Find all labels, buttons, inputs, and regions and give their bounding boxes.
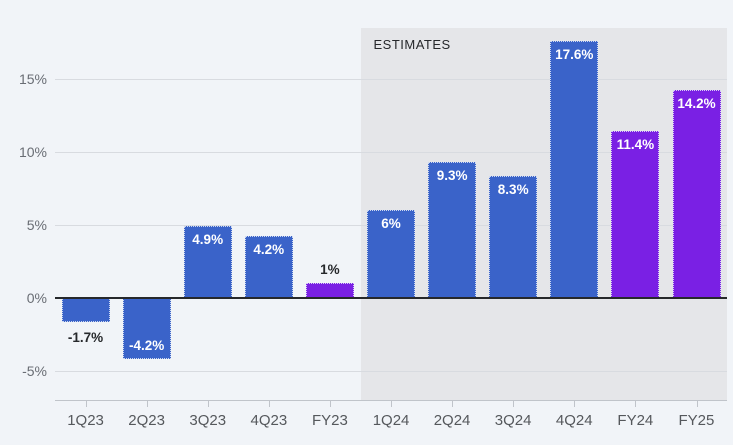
bar-4q24 <box>550 40 599 298</box>
bar-2q23 <box>122 297 171 360</box>
bar-4q23 <box>244 236 293 298</box>
bar-value-label-2q24: 9.3% <box>436 167 468 183</box>
bar-3q23 <box>183 226 232 298</box>
x-axis-tick-fy24 <box>635 400 637 407</box>
x-axis-label-2q23: 2Q23 <box>128 412 165 429</box>
x-axis-label-1q24: 1Q24 <box>372 412 410 429</box>
x-axis-tick-fy25 <box>696 400 698 407</box>
x-axis-tick-2q24 <box>452 400 454 407</box>
x-axis-tick-1q23 <box>85 400 87 407</box>
bar-value-label-3q24: 8.3% <box>497 182 529 198</box>
bar-value-label-fy24: 11.4% <box>616 137 655 153</box>
gridline--5% <box>55 370 727 372</box>
bar-value-label-3q23: 4.9% <box>192 232 224 248</box>
x-axis-tick-4q24 <box>574 400 576 407</box>
bar-value-label-fy23: 1% <box>320 262 340 278</box>
x-axis-label-4q23: 4Q23 <box>250 412 288 429</box>
bar-fy24 <box>611 131 660 298</box>
x-axis-tick-4q23 <box>268 400 270 407</box>
x-axis-label-fy25: FY25 <box>678 412 715 429</box>
x-axis-tick-3q23 <box>207 400 209 407</box>
bar-fy25 <box>672 90 721 298</box>
x-axis-tick-1q24 <box>391 400 392 407</box>
x-axis-label-2q24: 2Q24 <box>433 412 471 429</box>
gridline-15% <box>55 78 727 80</box>
estimates-label: ESTIMATES <box>373 37 451 52</box>
x-axis-label-3q23: 3Q23 <box>189 412 227 429</box>
bar-value-label-2q23: -4.2% <box>128 338 165 354</box>
gridline-10% <box>55 151 727 153</box>
bar-value-label-1q24: 6% <box>381 216 401 231</box>
bar-2q24 <box>428 161 477 298</box>
estimates-region <box>360 28 727 400</box>
x-axis-label-4q24: 4Q24 <box>555 412 593 429</box>
y-axis-label: 10% <box>18 143 47 160</box>
x-axis-tick-3q24 <box>513 400 515 407</box>
x-axis-label-1q23: 1Q23 <box>67 412 104 429</box>
bar-value-label-1q23: -1.7% <box>67 329 104 345</box>
y-axis-label: -5% <box>22 362 47 379</box>
x-axis-label-3q24: 3Q24 <box>494 412 532 429</box>
bar-value-label-4q23: 4.2% <box>253 242 285 258</box>
bar-1q24 <box>367 210 415 298</box>
bar-1q23 <box>61 297 110 323</box>
bar-value-label-fy25: 14.2% <box>677 96 716 112</box>
bar-3q24 <box>489 176 538 298</box>
x-axis-label-fy23: FY23 <box>312 412 348 429</box>
y-axis-label: 15% <box>18 70 47 87</box>
x-axis-label-fy24: FY24 <box>617 412 654 429</box>
x-axis-tick-2q23 <box>146 400 148 407</box>
y-axis-label: 5% <box>26 216 47 233</box>
zero-gridline <box>55 296 727 299</box>
bar-value-label-4q24: 17.6% <box>555 46 594 62</box>
y-axis-label: 0% <box>26 289 47 306</box>
x-axis-tick-fy23 <box>329 400 331 407</box>
bar-fy23 <box>305 283 354 298</box>
